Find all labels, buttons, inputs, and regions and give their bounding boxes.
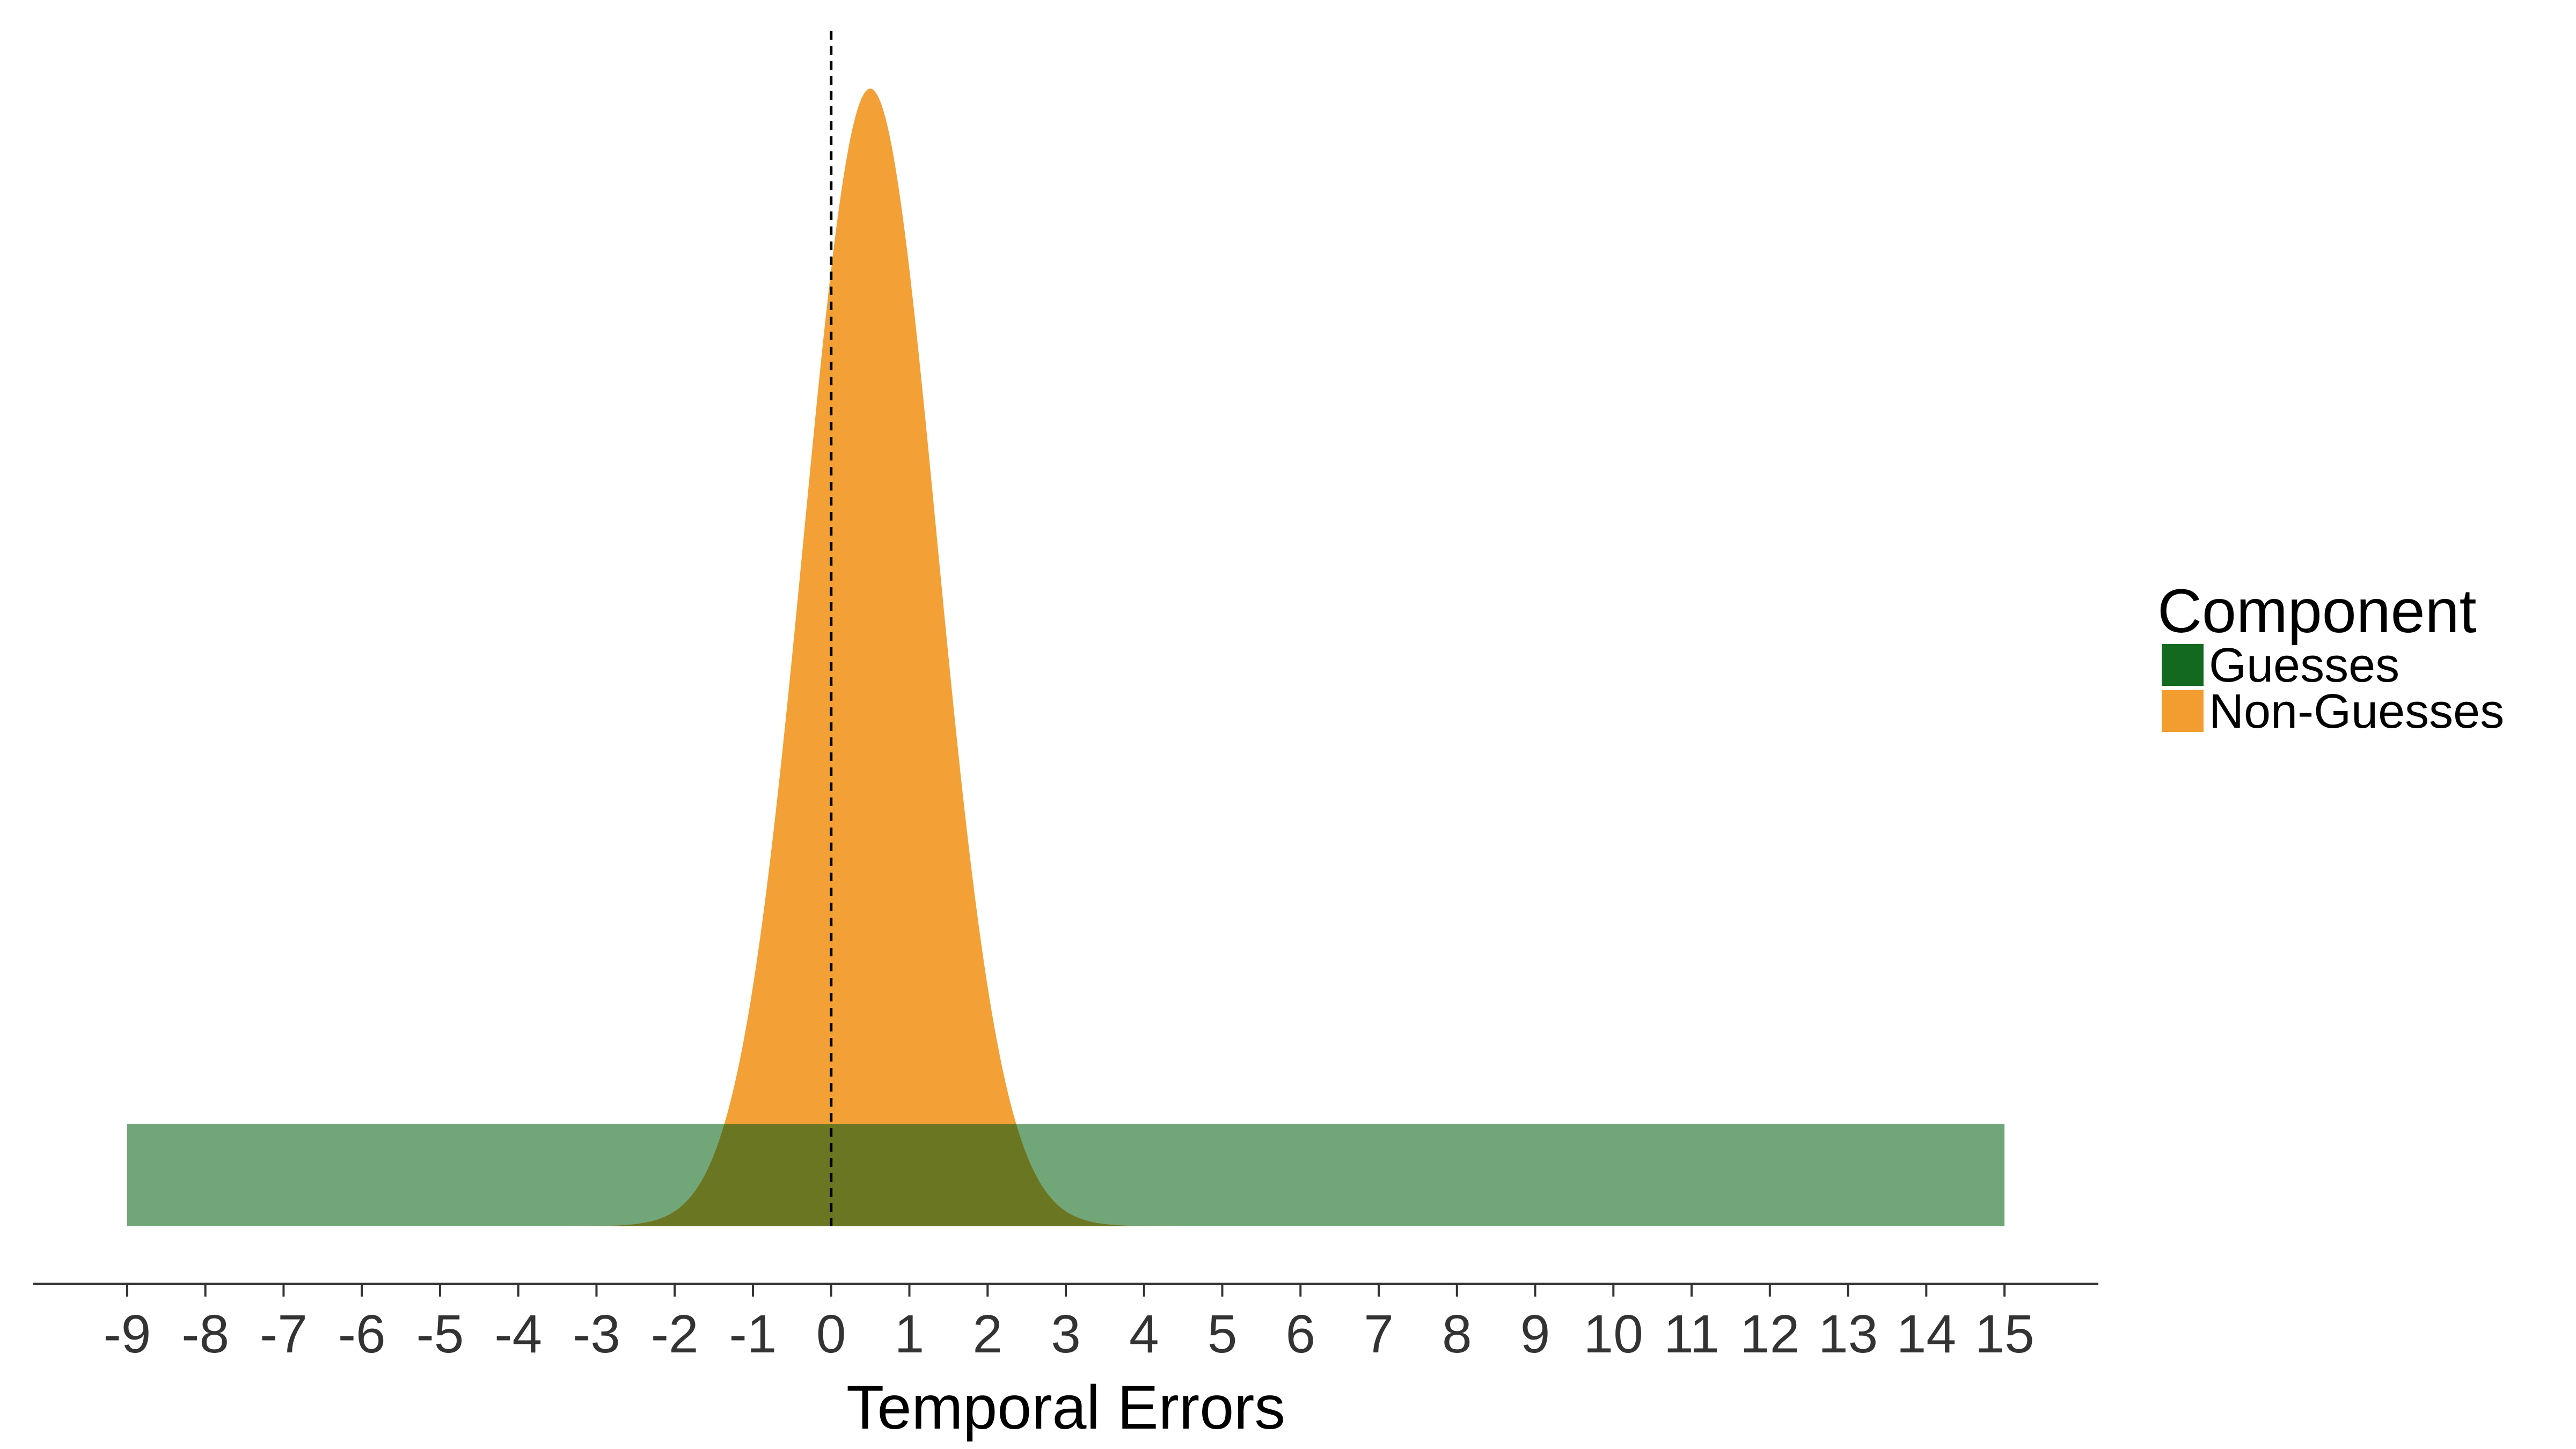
x-axis-ticks: -9 -8 -7 -6 -5 -4 -3 -2 -1 0 1 2 3 4 5 6 7 8 9 10 11 12 13 14 15: [103, 1284, 2035, 1364]
x-tick-label: 2: [972, 1304, 1002, 1364]
x-tick-label: 5: [1208, 1304, 1238, 1364]
plot-area: [127, 31, 2005, 1226]
x-axis-title: Temporal Errors: [846, 1373, 1285, 1442]
x-tick-label: 15: [1974, 1304, 2034, 1364]
x-tick-label: -7: [260, 1304, 308, 1364]
x-tick-label: -5: [416, 1304, 464, 1364]
x-tick-label: -1: [729, 1304, 777, 1364]
overlap-region: [538, 1124, 1203, 1226]
legend-label: Guesses: [2209, 639, 2399, 692]
x-tick-label: 0: [816, 1304, 846, 1364]
x-tick-label: 10: [1584, 1304, 1643, 1364]
x-tick-label: -3: [573, 1304, 620, 1364]
x-tick-label: 11: [1664, 1304, 1719, 1364]
series-guesses-area: [127, 1124, 2005, 1226]
x-tick-label: 12: [1740, 1304, 1799, 1364]
x-tick-label: 6: [1285, 1304, 1315, 1364]
x-tick-label: 9: [1520, 1304, 1550, 1364]
x-tick-label: 1: [895, 1304, 925, 1364]
x-tick-label: 13: [1818, 1304, 1878, 1364]
x-tick-label: -6: [338, 1304, 386, 1364]
x-tick-label: 14: [1897, 1304, 1956, 1364]
legend-title: Component: [2157, 577, 2477, 646]
x-tick-label: 3: [1051, 1304, 1081, 1364]
x-tick-label: -8: [181, 1304, 229, 1364]
x-tick-label: -4: [494, 1304, 542, 1364]
legend-swatch: [2162, 690, 2204, 732]
series-non-guesses-area: [538, 89, 1203, 1226]
x-tick-label: -2: [651, 1304, 699, 1364]
x-tick-label: 4: [1129, 1304, 1159, 1364]
x-tick-label: 8: [1442, 1304, 1472, 1364]
x-tick-label: 7: [1364, 1304, 1394, 1364]
legend-label: Non-Guesses: [2209, 685, 2504, 738]
x-tick-label: -9: [103, 1304, 151, 1364]
legend-swatch: [2162, 644, 2204, 686]
